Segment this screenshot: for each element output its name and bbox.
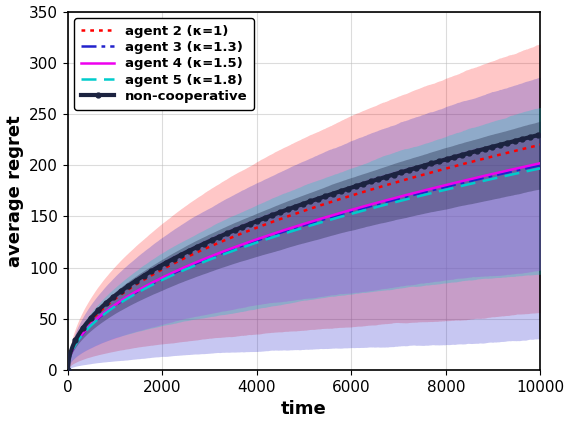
Y-axis label: average regret: average regret <box>6 115 23 267</box>
agent 4 (κ=1.5) <box>292 224 299 229</box>
agent 5 (κ=1.8) <box>345 212 352 217</box>
non-cooperative <box>320 194 327 199</box>
agent 3 (κ=1.3) <box>537 163 544 168</box>
Legend: agent 2 (κ=1), agent 3 (κ=1.3), agent 4 (κ=1.5), agent 5 (κ=1.8), non-cooperativ: agent 2 (κ=1), agent 3 (κ=1.3), agent 4 … <box>75 18 254 109</box>
non-cooperative <box>292 204 299 209</box>
agent 3 (κ=1.3) <box>289 226 296 232</box>
agent 3 (κ=1.3) <box>64 368 71 373</box>
agent 2 (κ=1) <box>452 164 459 169</box>
agent 2 (κ=1) <box>289 212 296 218</box>
X-axis label: time: time <box>281 400 327 418</box>
agent 4 (κ=1.5) <box>345 208 352 213</box>
agent 4 (κ=1.5) <box>537 161 544 166</box>
agent 2 (κ=1) <box>537 142 544 147</box>
agent 3 (κ=1.3) <box>526 165 532 170</box>
agent 5 (κ=1.8) <box>292 228 299 233</box>
Line: non-cooperative: non-cooperative <box>66 132 543 373</box>
non-cooperative <box>452 154 459 159</box>
agent 4 (κ=1.5) <box>289 225 296 230</box>
agent 3 (κ=1.3) <box>292 226 299 231</box>
agent 2 (κ=1) <box>64 368 71 373</box>
agent 3 (κ=1.3) <box>320 217 327 222</box>
agent 5 (κ=1.8) <box>320 219 327 224</box>
agent 5 (κ=1.8) <box>452 185 459 190</box>
agent 5 (κ=1.8) <box>289 229 296 234</box>
Line: agent 3 (κ=1.3): agent 3 (κ=1.3) <box>68 165 540 370</box>
agent 5 (κ=1.8) <box>64 368 71 373</box>
Line: agent 2 (κ=1): agent 2 (κ=1) <box>68 145 540 370</box>
agent 5 (κ=1.8) <box>537 166 544 171</box>
agent 2 (κ=1) <box>320 202 327 207</box>
Line: agent 4 (κ=1.5): agent 4 (κ=1.5) <box>68 163 540 370</box>
Line: agent 5 (κ=1.8): agent 5 (κ=1.8) <box>68 168 540 370</box>
agent 4 (κ=1.5) <box>64 368 71 373</box>
agent 2 (κ=1) <box>292 211 299 216</box>
non-cooperative <box>537 132 544 137</box>
non-cooperative <box>64 368 71 373</box>
non-cooperative <box>526 135 532 140</box>
non-cooperative <box>345 186 352 191</box>
agent 3 (κ=1.3) <box>452 182 459 187</box>
agent 4 (κ=1.5) <box>320 215 327 220</box>
agent 3 (κ=1.3) <box>345 209 352 215</box>
non-cooperative <box>289 205 296 210</box>
agent 2 (κ=1) <box>526 145 532 150</box>
agent 5 (κ=1.8) <box>526 168 532 173</box>
agent 4 (κ=1.5) <box>526 163 532 168</box>
agent 2 (κ=1) <box>345 194 352 199</box>
agent 4 (κ=1.5) <box>452 180 459 185</box>
